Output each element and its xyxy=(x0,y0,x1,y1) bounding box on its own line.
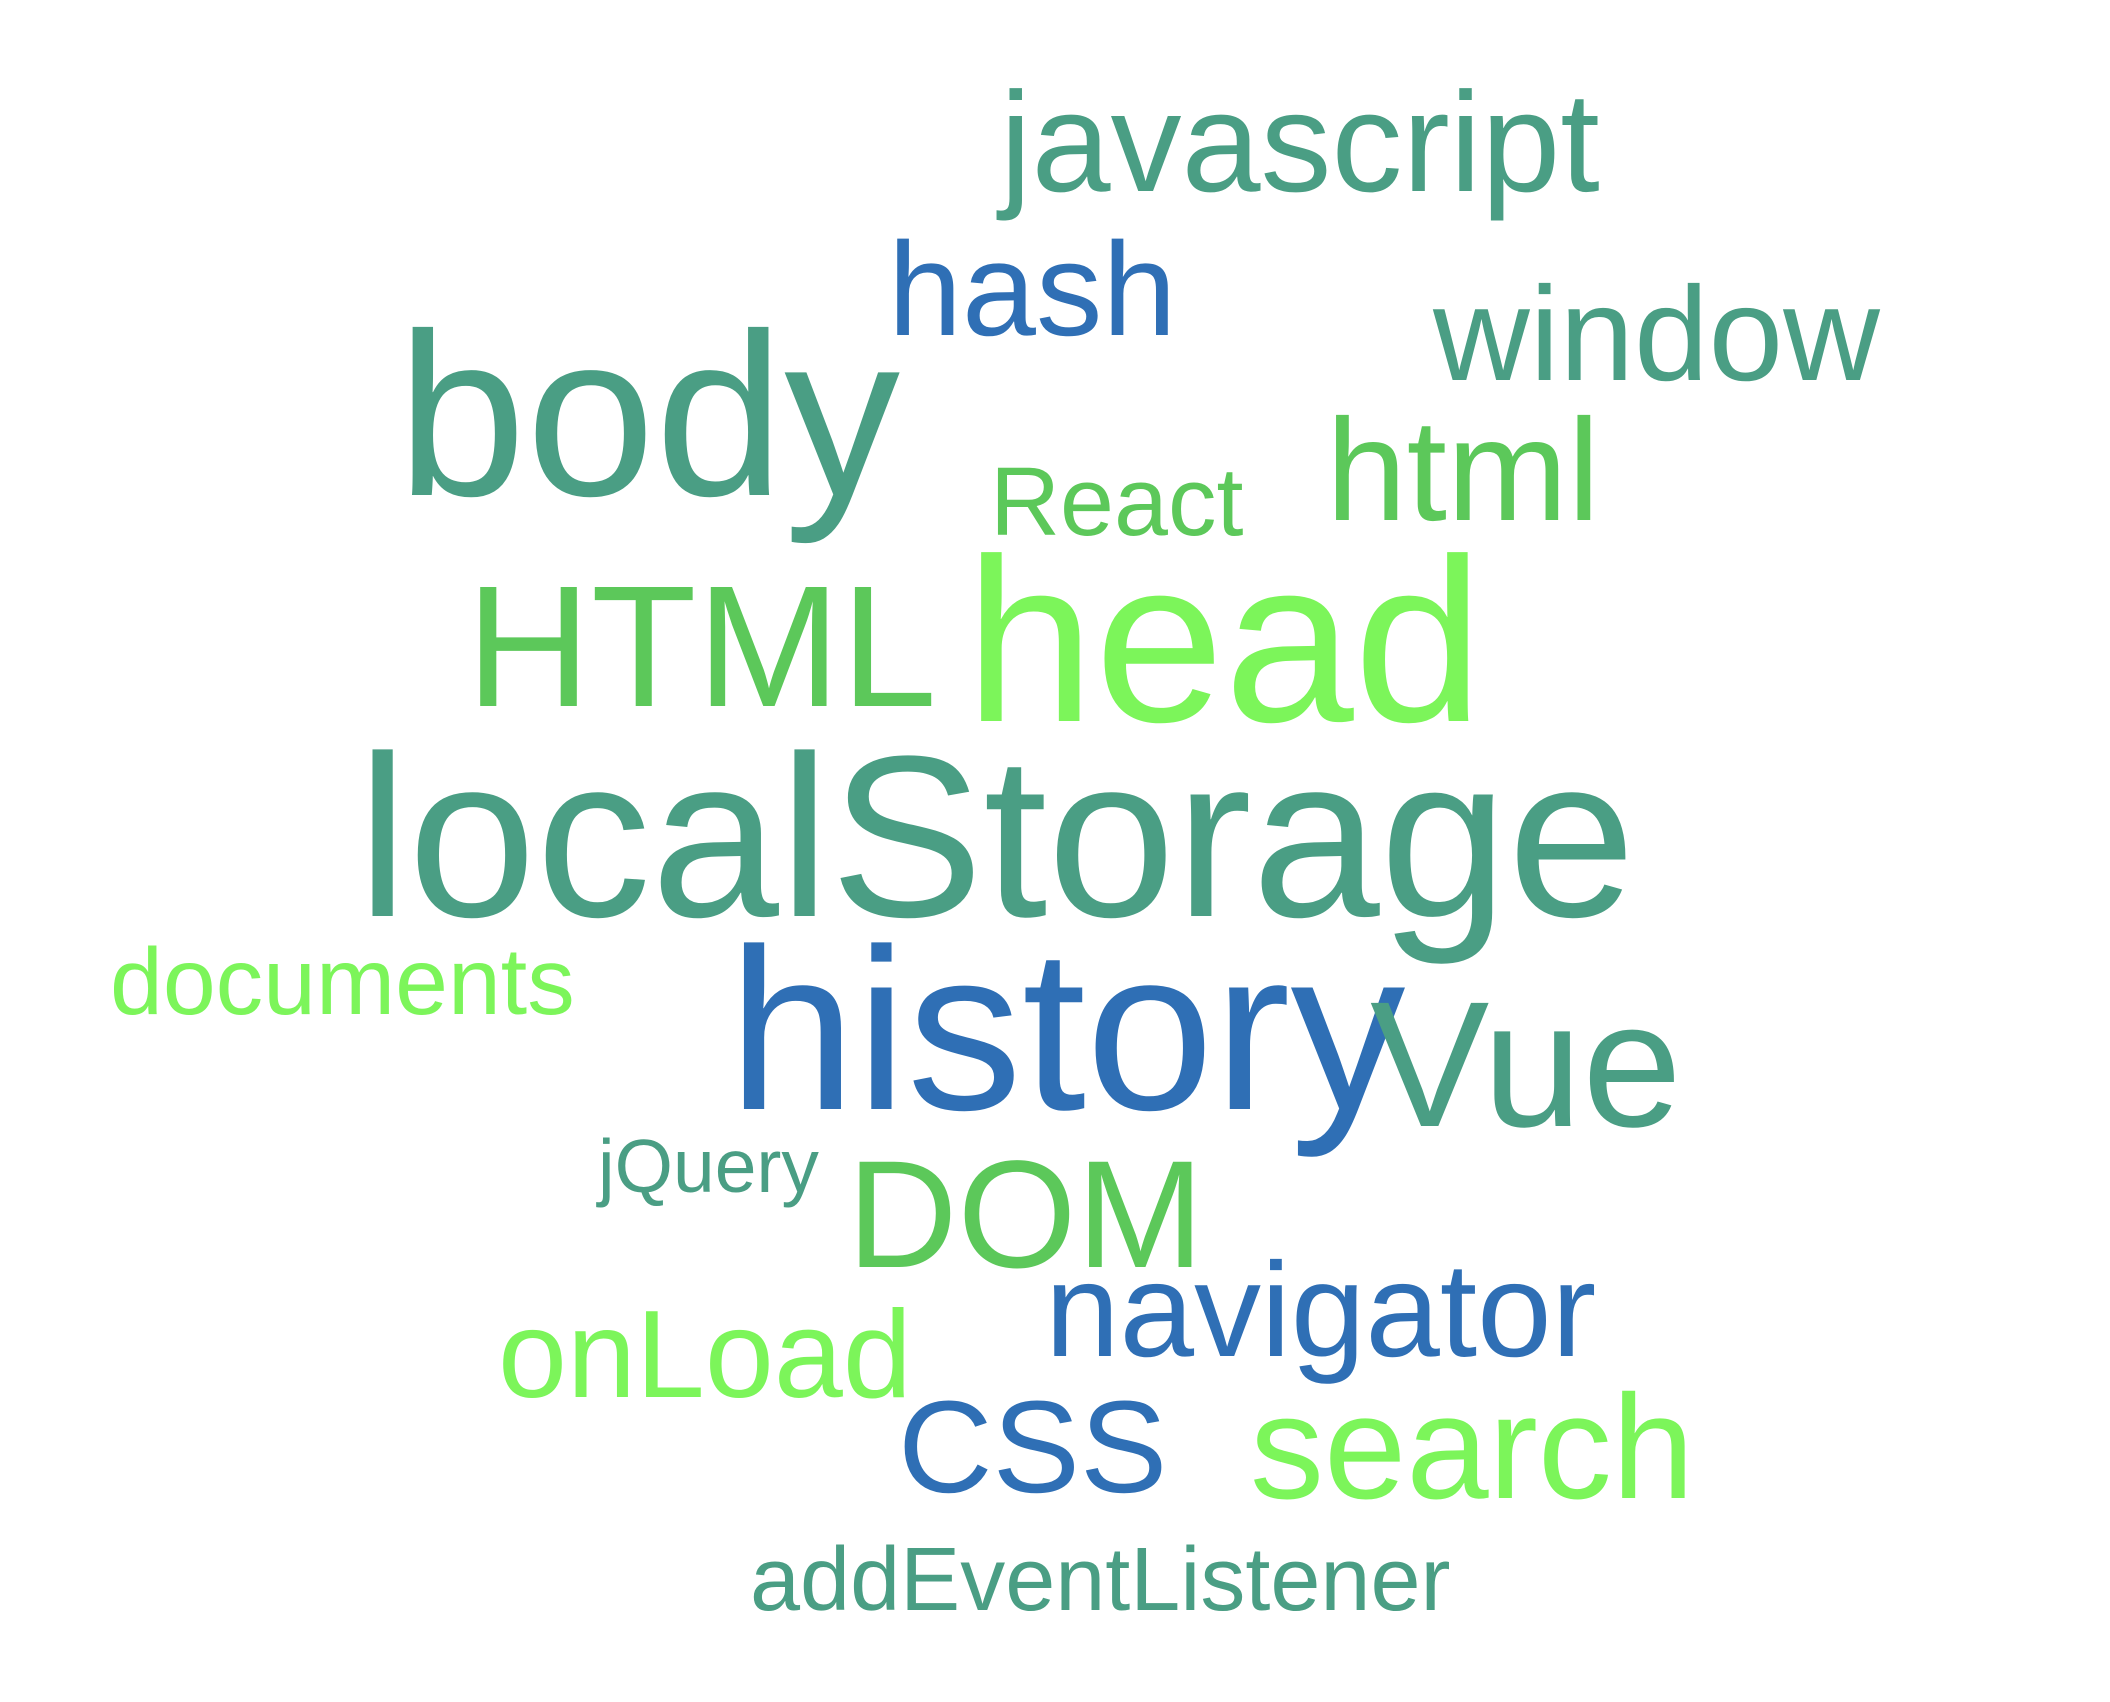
word-hash: hash xyxy=(888,216,1177,364)
word-documents: documents xyxy=(110,929,575,1035)
word-dom: DOM xyxy=(847,1129,1204,1300)
word-body: body xyxy=(397,286,901,545)
word-react: React xyxy=(990,447,1244,556)
word-search: search xyxy=(1250,1365,1695,1530)
word-html: html xyxy=(1326,389,1600,551)
word-head: head xyxy=(965,511,1484,771)
word-navigator: navigator xyxy=(1045,1236,1597,1385)
word-onload: onLoad xyxy=(498,1286,912,1424)
word-addeventlistener: addEventListener xyxy=(750,1530,1451,1630)
word-javascript: javascript xyxy=(1000,63,1600,222)
word-history: history xyxy=(728,901,1406,1158)
word-localstorage: localStorage xyxy=(357,708,1636,965)
word-window: window xyxy=(1433,260,1880,409)
word-jquery: jQuery xyxy=(598,1124,819,1208)
word-vue: Vue xyxy=(1370,964,1682,1164)
word-css: CSS xyxy=(898,1373,1168,1520)
word-html-uppercase: HTML xyxy=(466,549,937,743)
